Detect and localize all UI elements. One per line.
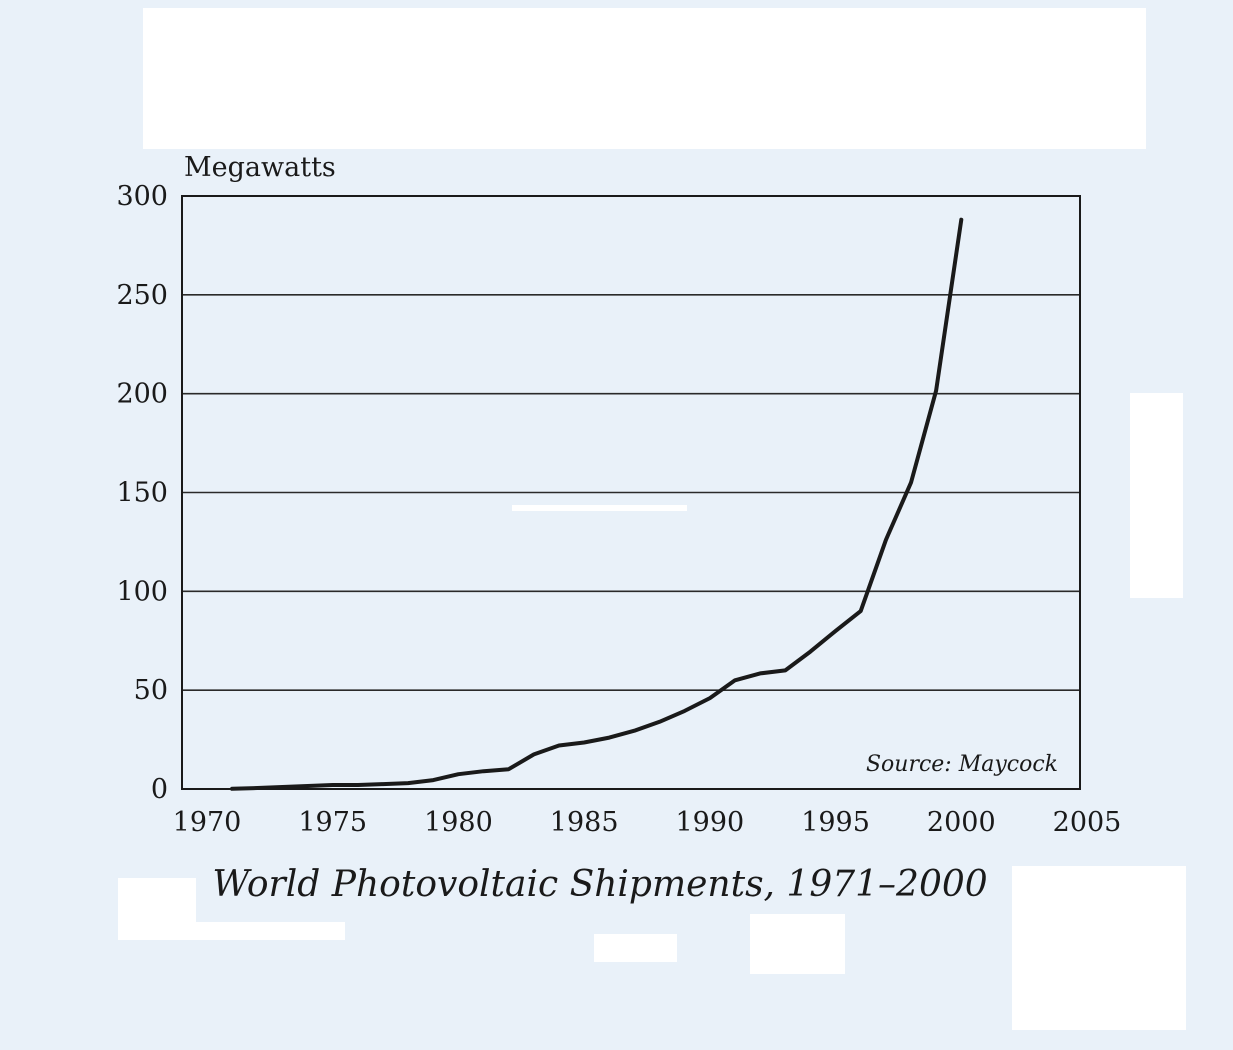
y-axis-ticks: 0 50 100 150 200 250 300 bbox=[116, 181, 168, 805]
white-patch-mid bbox=[512, 505, 687, 511]
y-axis-label: Megawatts bbox=[184, 152, 336, 183]
x-tick-label: 1985 bbox=[550, 807, 619, 838]
white-patch-bottom-left-2 bbox=[118, 922, 345, 940]
white-patch-top bbox=[143, 8, 1146, 149]
y-tick-label: 200 bbox=[116, 379, 168, 410]
chart-title: World Photovoltaic Shipments, 1971–2000 bbox=[212, 864, 988, 905]
y-tick-label: 250 bbox=[116, 280, 168, 311]
gridlines bbox=[182, 294, 1080, 691]
series-line bbox=[230, 217, 964, 791]
y-tick-label: 150 bbox=[116, 478, 168, 509]
white-patch-right bbox=[1130, 393, 1183, 598]
x-tick-label: 1995 bbox=[801, 807, 870, 838]
y-tick-label: 50 bbox=[134, 675, 168, 706]
x-tick-label: 2005 bbox=[1053, 807, 1122, 838]
source-annotation: Source: Maycock bbox=[866, 752, 1058, 777]
x-tick-label: 1990 bbox=[675, 807, 744, 838]
plot-frame bbox=[181, 195, 1081, 790]
white-patch-bottom-right bbox=[1012, 866, 1186, 1030]
x-tick-label: 1975 bbox=[298, 807, 367, 838]
x-tick-label: 1970 bbox=[173, 807, 242, 838]
x-axis-ticks: 1970 1975 1980 1985 1990 1995 2000 2005 bbox=[173, 807, 1122, 838]
y-tick-label: 300 bbox=[116, 181, 168, 212]
x-tick-label: 1980 bbox=[424, 807, 493, 838]
x-tick-label: 2000 bbox=[927, 807, 996, 838]
y-tick-label: 100 bbox=[116, 576, 168, 607]
white-patch-bottom-mid-2 bbox=[750, 914, 845, 974]
y-tick-label: 0 bbox=[151, 774, 168, 805]
white-patch-bottom-mid bbox=[594, 934, 677, 962]
